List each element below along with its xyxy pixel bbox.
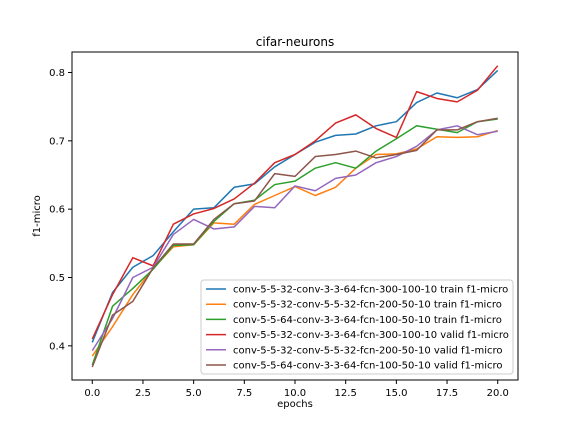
y-tick-label: 0.4 bbox=[49, 341, 65, 352]
series-line-3 bbox=[91, 118, 498, 366]
chart-title: cifar-neurons bbox=[256, 35, 334, 49]
x-tick-label: 15.0 bbox=[385, 388, 407, 399]
legend-box bbox=[200, 279, 514, 375]
x-tick-label: 5.0 bbox=[186, 388, 202, 399]
y-tick-label: 0.5 bbox=[49, 273, 65, 284]
x-tick-label: 10.0 bbox=[284, 388, 306, 399]
y-axis-label: f1-micro bbox=[32, 195, 43, 237]
y-axis: 0.4 0.5 0.6 0.7 0.8 bbox=[49, 68, 72, 352]
legend-label-3: conv-5-5-64-conv-3-3-64-fcn-100-50-10 tr… bbox=[233, 315, 502, 326]
x-tick-label: 17.5 bbox=[436, 388, 458, 399]
series-line-5 bbox=[91, 125, 498, 352]
series-line-4 bbox=[91, 65, 499, 340]
legend-label-4: conv-5-5-32-conv-3-3-64-fcn-300-100-10 v… bbox=[233, 330, 509, 341]
legend-label-1: conv-5-5-32-conv-3-3-64-fcn-300-100-10 t… bbox=[233, 285, 508, 296]
x-tick-label: 12.5 bbox=[335, 388, 357, 399]
legend: conv-5-5-32-conv-3-3-64-fcn-300-100-10 t… bbox=[200, 279, 514, 375]
x-tick-label: 7.5 bbox=[236, 388, 252, 399]
y-tick-label: 0.6 bbox=[49, 205, 65, 216]
y-tick-label: 0.7 bbox=[49, 136, 65, 147]
x-tick-label: 0.0 bbox=[84, 388, 100, 399]
x-axis: 0.0 2.5 5.0 7.5 10.0 12.5 15.0 17.5 20.0 bbox=[84, 380, 509, 399]
x-tick-label: 20.0 bbox=[487, 388, 509, 399]
series-line-6 bbox=[91, 117, 498, 368]
y-tick-label: 0.8 bbox=[49, 68, 65, 79]
plot-area bbox=[91, 65, 499, 368]
legend-label-5: conv-5-5-32-conv-5-5-32-fcn-200-50-10 va… bbox=[233, 345, 503, 356]
x-tick-label: 2.5 bbox=[135, 388, 151, 399]
x-axis-label: epochs bbox=[277, 399, 313, 410]
legend-label-2: conv-5-5-32-conv-5-5-32-fcn-200-50-10 tr… bbox=[233, 300, 502, 311]
legend-label-6: conv-5-5-64-conv-3-3-64-fcn-100-50-10 va… bbox=[233, 361, 503, 372]
